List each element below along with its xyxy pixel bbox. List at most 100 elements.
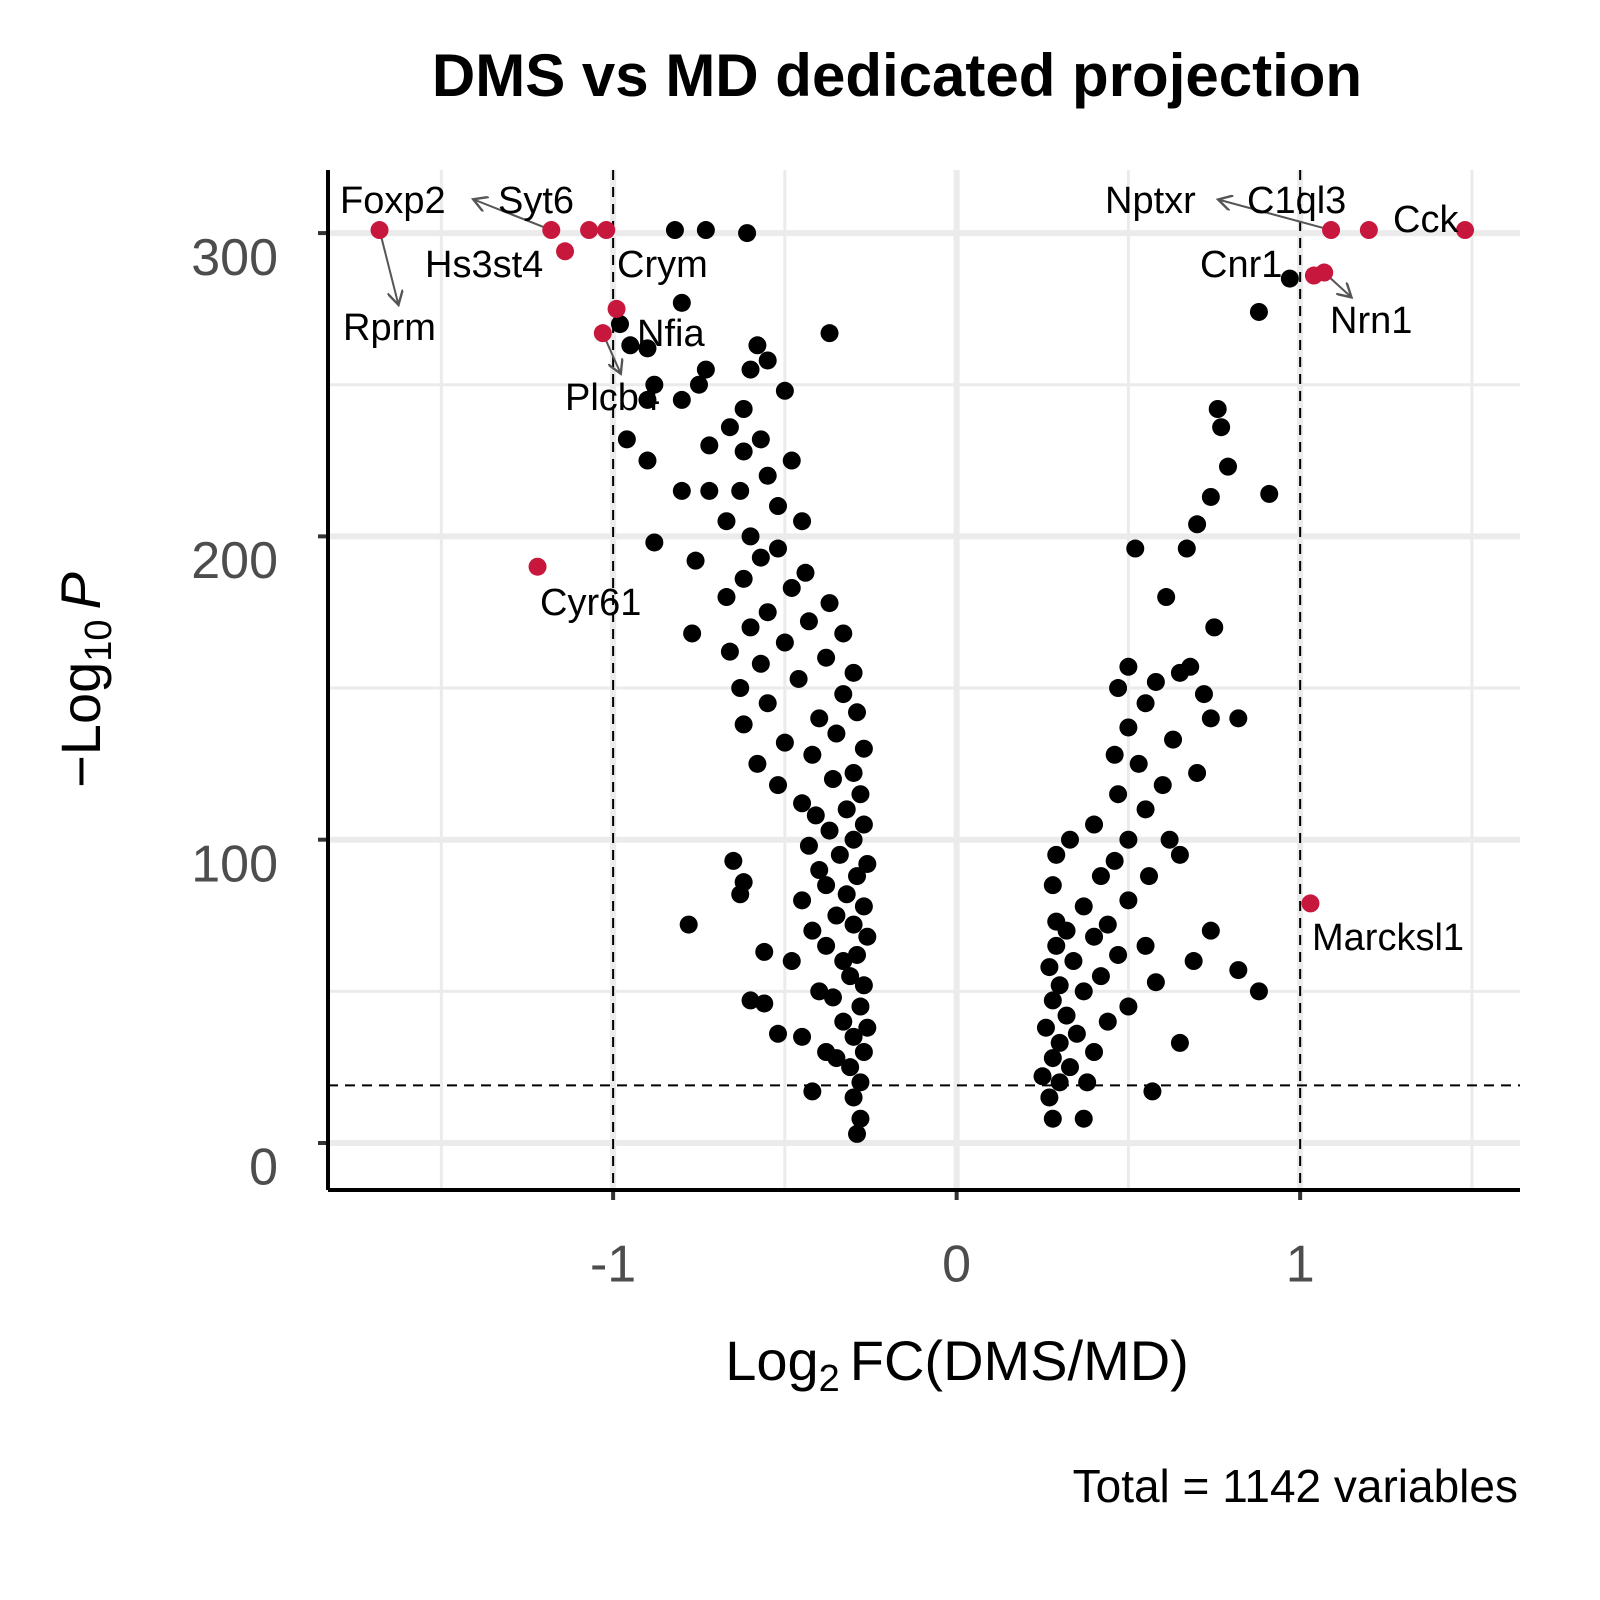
point xyxy=(844,763,863,782)
point xyxy=(1040,1088,1059,1107)
point xyxy=(858,927,877,946)
point-label: Nfia xyxy=(637,313,705,355)
point xyxy=(848,867,867,886)
point xyxy=(1085,815,1104,834)
point-label: Cnr1 xyxy=(1200,244,1282,286)
point xyxy=(793,891,812,910)
point xyxy=(782,451,801,470)
highlighted-point xyxy=(607,299,626,318)
point-label: Nrn1 xyxy=(1330,300,1412,342)
highlighted-point xyxy=(1315,263,1334,282)
point xyxy=(689,375,708,394)
point xyxy=(1157,588,1176,607)
point xyxy=(1194,685,1213,704)
point xyxy=(844,663,863,682)
point xyxy=(817,936,836,955)
point-label: C1ql3 xyxy=(1247,180,1346,222)
point xyxy=(1047,912,1066,931)
point xyxy=(1184,952,1203,971)
point xyxy=(1188,763,1207,782)
point xyxy=(854,739,873,758)
point xyxy=(1119,891,1138,910)
highlighted-point xyxy=(597,221,616,240)
point xyxy=(782,952,801,971)
label-arrow xyxy=(378,229,398,303)
point xyxy=(755,994,774,1013)
point xyxy=(1201,709,1220,728)
point xyxy=(820,821,839,840)
point xyxy=(854,976,873,995)
point xyxy=(844,830,863,849)
point xyxy=(724,851,743,870)
point xyxy=(1126,539,1145,558)
point xyxy=(769,776,788,795)
point xyxy=(717,588,736,607)
point xyxy=(717,512,736,531)
highlighted-point xyxy=(1359,221,1378,240)
point xyxy=(755,942,774,961)
point xyxy=(1170,1033,1189,1052)
point xyxy=(848,945,867,964)
point xyxy=(827,724,846,743)
point xyxy=(734,400,753,419)
point xyxy=(854,897,873,916)
point xyxy=(1249,302,1268,321)
point xyxy=(1091,867,1110,886)
label-arrow xyxy=(475,200,552,231)
point xyxy=(851,1109,870,1128)
point xyxy=(751,430,770,449)
point xyxy=(796,563,815,582)
point xyxy=(1064,952,1083,971)
point xyxy=(751,548,770,567)
point xyxy=(858,854,877,873)
point-label: Marcksl1 xyxy=(1312,917,1464,959)
point xyxy=(1164,730,1183,749)
y-tick-label: 300 xyxy=(191,229,278,287)
point xyxy=(741,527,760,546)
point xyxy=(1119,830,1138,849)
point xyxy=(1119,718,1138,737)
y-axis-label: −Log10P xyxy=(49,572,120,788)
point xyxy=(1208,400,1227,419)
point xyxy=(1057,1006,1076,1025)
point xyxy=(817,876,836,895)
point xyxy=(741,991,760,1010)
point xyxy=(734,873,753,892)
point xyxy=(1219,457,1238,476)
point xyxy=(1109,785,1128,804)
point xyxy=(1136,694,1155,713)
point xyxy=(1143,1082,1162,1101)
point xyxy=(848,703,867,722)
point xyxy=(810,861,829,880)
point xyxy=(823,770,842,789)
point xyxy=(758,351,777,370)
point xyxy=(758,694,777,713)
point-label: Rprm xyxy=(343,307,436,349)
point xyxy=(803,745,822,764)
point xyxy=(1229,709,1248,728)
point xyxy=(1043,1109,1062,1128)
point xyxy=(1146,973,1165,992)
point xyxy=(769,497,788,516)
point xyxy=(1067,1024,1086,1043)
point xyxy=(782,578,801,597)
point xyxy=(1188,515,1207,534)
point xyxy=(1085,927,1104,946)
point xyxy=(841,967,860,986)
point xyxy=(810,709,829,728)
point xyxy=(1043,991,1062,1010)
point xyxy=(1036,1018,1055,1037)
point xyxy=(621,336,640,355)
point xyxy=(720,642,739,661)
point xyxy=(741,360,760,379)
point xyxy=(1074,897,1093,916)
point xyxy=(1249,982,1268,1001)
point xyxy=(672,293,691,312)
point xyxy=(731,679,750,698)
point xyxy=(769,539,788,558)
point xyxy=(638,339,657,358)
point xyxy=(827,906,846,925)
point xyxy=(1119,997,1138,1016)
point xyxy=(1201,921,1220,940)
point xyxy=(851,785,870,804)
